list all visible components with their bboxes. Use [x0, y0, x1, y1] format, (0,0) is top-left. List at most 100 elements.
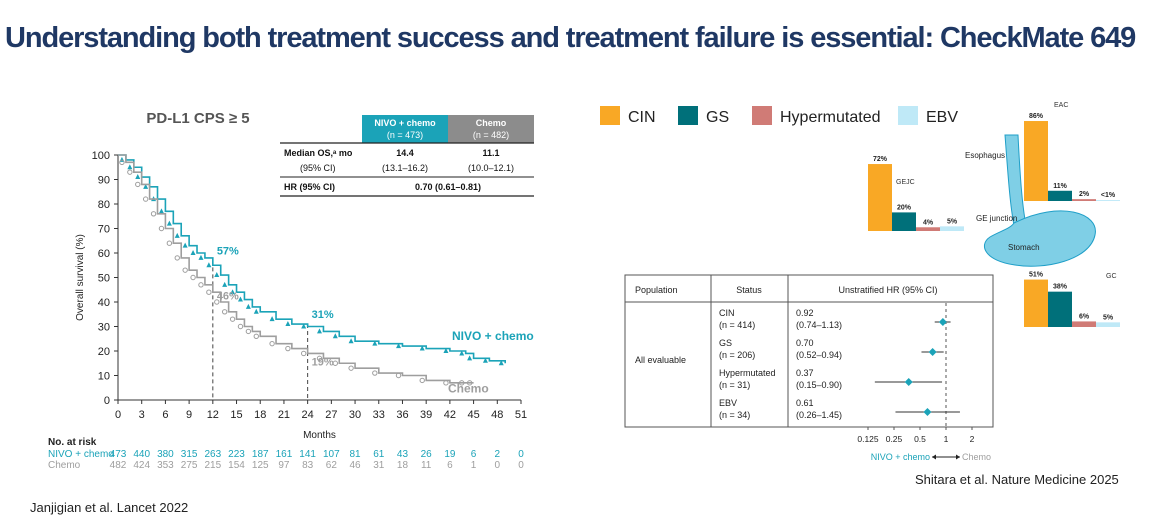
subtype-bar: [1048, 190, 1072, 201]
esophagus-shape: [1004, 134, 1027, 226]
km-censor-mark: [198, 282, 204, 288]
km-censor-mark: [142, 196, 149, 202]
km-annotation: 57%: [217, 245, 239, 257]
subtype-bar-label: 72%: [873, 156, 888, 163]
km-censor-mark: [467, 355, 473, 361]
km-censor-mark: [182, 242, 188, 248]
km-censor-mark: [222, 281, 228, 287]
subtype-bar-label: <1%: [1101, 192, 1116, 199]
forest-n: (n = 31): [719, 380, 750, 390]
forest-header: Unstratified HR (95% CI): [838, 285, 937, 295]
km-x-tick-label: 30: [349, 409, 361, 421]
forest-population: All evaluable: [635, 355, 686, 365]
risk-cell: 46: [349, 460, 361, 471]
km-censor-mark: [127, 164, 133, 170]
km-x-tick-label: 42: [444, 409, 456, 421]
risk-cell: 61: [373, 449, 385, 460]
km-censor-mark: [372, 340, 378, 346]
forest-ci: (0.15–0.90): [796, 380, 842, 390]
summary-cell: 14.4: [396, 148, 414, 158]
risk-cell: 62: [326, 460, 338, 471]
km-annotation: 46%: [217, 290, 239, 302]
forest-status: Hypermutated: [719, 368, 776, 378]
summary-subheader-chemo: (n = 482): [473, 130, 509, 140]
forest-x-tick-label: 1: [944, 434, 949, 444]
km-censor-mark: [214, 272, 220, 278]
risk-cell: 161: [276, 449, 293, 460]
km-y-tick-label: 0: [104, 395, 110, 407]
km-censor-mark: [237, 323, 244, 330]
forest-status: GS: [719, 338, 732, 348]
legend-swatch: [752, 106, 772, 125]
risk-cell: 380: [157, 449, 174, 460]
risk-cell: 482: [110, 460, 127, 471]
forest-point: [904, 378, 913, 386]
km-censor-mark: [348, 338, 354, 344]
risk-cell: 353: [157, 460, 174, 471]
stomach-shape: [984, 210, 1096, 267]
km-x-tick-label: 6: [162, 409, 168, 421]
forest-n: (n = 206): [719, 350, 755, 360]
km-y-tick-label: 10: [98, 371, 110, 383]
km-censor-mark: [119, 159, 125, 166]
risk-cell: 315: [181, 449, 198, 460]
km-censor-mark: [182, 267, 188, 273]
subtype-bar: [1024, 121, 1048, 201]
risk-cell: 0: [495, 460, 501, 471]
km-x-tick-label: 12: [207, 409, 219, 421]
summary-cell: 11.1: [482, 148, 499, 158]
km-x-tick-label: 0: [115, 409, 121, 421]
km-censor-mark: [158, 225, 165, 232]
forest-x-tick-label: 2: [970, 434, 975, 444]
km-censor-mark: [135, 181, 141, 188]
risk-cell: 141: [299, 449, 316, 460]
km-censor-mark: [301, 323, 307, 329]
km-censor-mark: [459, 380, 465, 386]
km-censor-mark: [269, 316, 275, 322]
risk-cell: 154: [228, 460, 245, 471]
favors-nivo-label: NIVO + chemo: [871, 452, 930, 462]
forest-status: EBV: [719, 398, 737, 408]
risk-cell: 275: [181, 460, 198, 471]
risk-cell: 81: [349, 449, 361, 460]
km-x-tick-label: 18: [254, 409, 266, 421]
forest-frame: [624, 274, 994, 428]
forest-hr: 0.70: [796, 338, 814, 348]
km-censor-mark: [127, 169, 133, 175]
km-x-tick-label: 21: [278, 409, 290, 421]
risk-cell: 26: [421, 449, 433, 460]
km-annotation: 31%: [312, 309, 334, 321]
km-x-tick-label: 45: [467, 409, 479, 421]
forest-header: Population: [635, 285, 678, 295]
km-censor-mark: [221, 309, 228, 315]
subtype-bar-label: 51%: [1029, 272, 1044, 279]
risk-cell: 440: [133, 449, 150, 460]
subtype-bar: [868, 164, 892, 231]
km-censor-mark: [237, 296, 243, 302]
risk-cell: 0: [518, 449, 524, 460]
citation-left: Janjigian et al. Lancet 2022: [30, 500, 189, 515]
km-censor-mark: [214, 299, 220, 305]
km-censor-mark: [206, 289, 212, 295]
forest-x-tick-label: 0.5: [914, 434, 926, 444]
km-y-tick-label: 80: [98, 199, 110, 211]
km-curve-label-nivo: NIVO + chemo: [452, 329, 534, 343]
km-censor-mark: [190, 250, 196, 255]
forest-n: (n = 414): [719, 320, 755, 330]
subtype-and-forest-panel: CIN GS Hypermutated EBV Esophagus GE junction…: [600, 102, 1120, 462]
km-x-tick-label: 39: [420, 409, 432, 421]
km-x-tick-label: 15: [230, 409, 242, 421]
anatomy-label: Esophagus: [965, 151, 1005, 160]
km-censor-mark: [174, 232, 180, 238]
risk-cell: 31: [373, 460, 385, 471]
risk-cell: 97: [278, 460, 290, 471]
summary-cell: (13.1–16.2): [382, 163, 428, 173]
favors-chemo-label: Chemo: [962, 452, 991, 462]
forest-ci: (0.74–1.13): [796, 320, 842, 330]
subtype-bar: [1024, 279, 1048, 327]
risk-cell: 125: [252, 460, 269, 471]
subtype-bar-label: 6%: [1079, 313, 1090, 320]
km-x-tick-label: 33: [373, 409, 385, 421]
km-censor-mark: [332, 360, 339, 366]
km-censor-mark: [419, 377, 425, 384]
